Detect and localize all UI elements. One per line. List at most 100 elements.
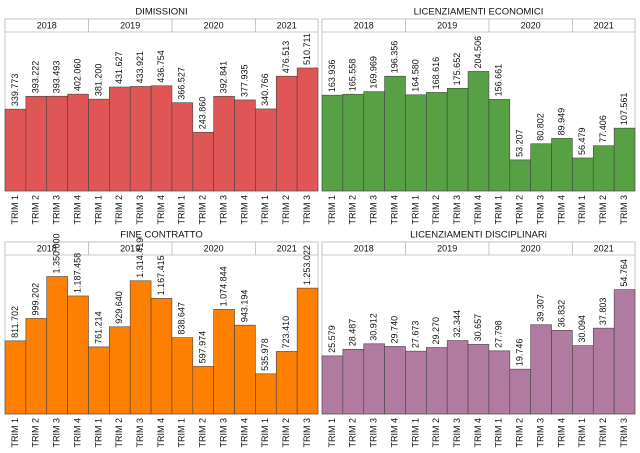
x-tick-label: TRIM 3 (135, 418, 145, 448)
x-tick-label: TRIM 1 (410, 195, 420, 225)
value-label: 433.921 (135, 51, 145, 84)
x-tick-label: TRIM 4 (239, 418, 249, 448)
value-label: 39.307 (535, 294, 545, 322)
year-label: 2021 (277, 243, 297, 253)
value-label: 163.936 (327, 60, 337, 93)
year-label: 2018 (37, 20, 57, 30)
value-label: 27.673 (410, 321, 420, 349)
value-label: 27.798 (494, 320, 504, 348)
bar (129, 280, 152, 415)
bar (88, 98, 110, 192)
value-label: 204.506 (473, 36, 483, 69)
x-tick-label: TRIM 3 (302, 418, 312, 448)
value-label: 1.314.419 (135, 238, 145, 278)
x-tick-label: TRIM 4 (389, 418, 399, 448)
value-label: 19.746 (515, 339, 525, 367)
bar (446, 340, 469, 415)
bar (509, 368, 531, 415)
bar (25, 318, 48, 415)
x-tick-label: TRIM 2 (348, 418, 358, 448)
bar (446, 88, 469, 192)
x-tick-label: TRIM 3 (452, 195, 462, 225)
bar (171, 337, 194, 415)
bar (67, 295, 89, 415)
x-tick-label: TRIM 1 (177, 418, 187, 448)
bar (129, 86, 152, 192)
year-label: 2018 (37, 243, 57, 253)
bar (488, 99, 511, 192)
value-label: 943.194 (239, 290, 249, 323)
year-cell (254, 241, 319, 256)
x-tick-label: TRIM 1 (494, 418, 504, 448)
bar (321, 355, 344, 415)
x-tick-label: TRIM 4 (72, 195, 82, 225)
value-label: 999.202 (31, 283, 41, 316)
bar (275, 75, 298, 192)
bar (234, 99, 256, 192)
chart-title: LICENZIAMENTI DISCIPLINARi (410, 230, 547, 241)
bar (109, 326, 131, 415)
bar (4, 108, 27, 192)
bar (363, 91, 385, 192)
bar (25, 95, 48, 192)
x-tick-label: TRIM 2 (281, 195, 291, 225)
x-tick-label: TRIM 2 (114, 195, 124, 225)
year-label: 2020 (521, 243, 541, 253)
value-label: 381.200 (93, 64, 103, 97)
value-label: 156.661 (494, 64, 504, 97)
x-tick-label: TRIM 3 (369, 418, 379, 448)
year-label: 2021 (594, 20, 614, 30)
x-tick-label: TRIM 4 (473, 418, 483, 448)
bar (384, 346, 406, 415)
value-label: 53.207 (515, 129, 525, 157)
value-label: 366.527 (177, 67, 187, 100)
x-tick-label: TRIM 4 (473, 195, 483, 225)
bar (321, 94, 344, 192)
bar (192, 131, 214, 192)
value-label: 30.657 (473, 314, 483, 342)
chart-title: DIMISSIONI (135, 7, 187, 18)
value-label: 1.167.415 (156, 255, 166, 295)
value-label: 1.187.458 (72, 253, 82, 293)
year-label: 2019 (120, 20, 140, 30)
value-label: 1.350.000 (52, 233, 62, 273)
bar (405, 350, 427, 415)
bar (88, 346, 110, 415)
x-tick-label: TRIM 1 (577, 418, 587, 448)
bar (613, 127, 636, 192)
x-tick-label: TRIM 2 (431, 418, 441, 448)
bar (46, 95, 68, 192)
x-tick-label: TRIM 1 (10, 418, 20, 448)
bar (592, 327, 615, 415)
x-tick-label: TRIM 1 (410, 418, 420, 448)
value-label: 811.702 (10, 306, 20, 338)
value-label: 392.841 (218, 61, 228, 94)
bar (255, 108, 277, 192)
bar (296, 287, 319, 415)
value-label: 393.222 (31, 61, 41, 94)
value-label: 1.074.844 (218, 266, 228, 306)
year-label: 2018 (354, 20, 374, 30)
x-tick-label: TRIM 3 (135, 195, 145, 225)
value-label: 37.803 (598, 298, 608, 326)
year-label: 2021 (594, 243, 614, 253)
year-label: 2019 (437, 243, 457, 253)
x-tick-label: TRIM 2 (348, 195, 358, 225)
year-label: 2019 (120, 243, 140, 253)
x-tick-label: TRIM 3 (218, 195, 228, 225)
value-label: 164.580 (410, 59, 420, 92)
value-label: 393.493 (52, 61, 62, 94)
value-label: 175.652 (452, 53, 462, 86)
x-tick-label: TRIM 3 (452, 418, 462, 448)
x-tick-label: TRIM 1 (494, 195, 504, 225)
value-label: 1.253.022 (302, 245, 312, 285)
x-tick-label: TRIM 2 (598, 418, 608, 448)
value-label: 28.487 (348, 319, 358, 347)
x-tick-label: TRIM 4 (72, 418, 82, 448)
value-label: 402.060 (72, 59, 82, 92)
bar (551, 138, 573, 192)
x-tick-label: TRIM 2 (515, 418, 525, 448)
x-tick-label: TRIM 2 (281, 418, 291, 448)
year-cell (254, 18, 319, 33)
value-label: 165.558 (348, 59, 358, 92)
